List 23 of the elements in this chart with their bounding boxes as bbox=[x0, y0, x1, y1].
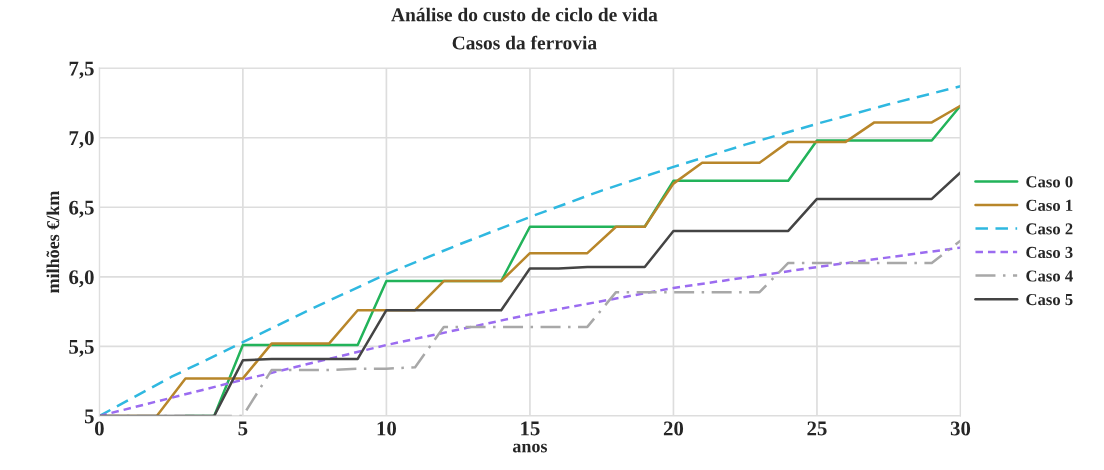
y-tick-label: 6,5 bbox=[69, 200, 94, 218]
y-axis-title: milhões €/km bbox=[46, 190, 60, 293]
y-tick-label: 6,0 bbox=[69, 270, 94, 288]
legend-label: Caso 2 bbox=[1026, 223, 1073, 235]
y-tick-label: 5 bbox=[84, 409, 94, 424]
x-tick-label: 30 bbox=[950, 421, 971, 436]
y-tick-label: 7,5 bbox=[69, 61, 94, 79]
legend-label: Caso 5 bbox=[1026, 293, 1073, 306]
x-tick-label: 5 bbox=[238, 421, 248, 436]
legend-label: Caso 4 bbox=[1026, 270, 1073, 282]
x-tick-label: 10 bbox=[377, 421, 397, 436]
y-tick-label: 7,0 bbox=[69, 131, 94, 149]
x-tick-label: 15 bbox=[521, 421, 540, 436]
x-axis-title: anos bbox=[512, 443, 548, 453]
x-tick-label: 0 bbox=[94, 421, 104, 436]
y-tick-label: 5,5 bbox=[69, 339, 94, 357]
x-tick-label: 20 bbox=[663, 421, 684, 436]
chart-title: Análise do custo de ciclo de vida bbox=[391, 7, 658, 22]
legend-label: Caso 3 bbox=[1026, 246, 1073, 259]
x-tick-label: 25 bbox=[807, 421, 827, 436]
chart-subtitle: Casos da ferrovia bbox=[452, 35, 597, 50]
legend-label: Caso 0 bbox=[1026, 176, 1073, 188]
legend-label: Caso 1 bbox=[1026, 199, 1073, 211]
